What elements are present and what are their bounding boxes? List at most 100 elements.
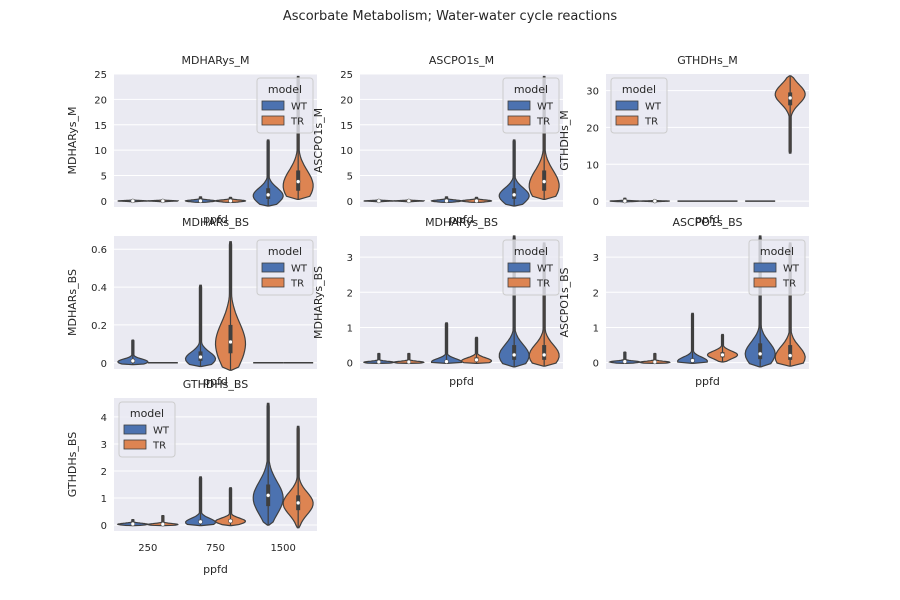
legend-label-TR: TR — [290, 279, 304, 290]
legend-title: model — [268, 83, 302, 96]
median-marker — [787, 95, 793, 101]
median-marker — [720, 352, 725, 358]
median-marker — [652, 198, 658, 204]
y-tick-label: 1 — [347, 323, 353, 334]
median-marker — [444, 359, 449, 364]
x-tick-label: 250 — [138, 543, 157, 554]
y-tick-label: 1 — [593, 323, 599, 334]
median-marker — [376, 198, 382, 204]
y-tick-label: 3 — [593, 253, 599, 264]
y-axis-label: MDHARys_M — [66, 106, 79, 174]
legend-title: model — [130, 407, 164, 420]
median-marker — [228, 339, 233, 345]
subplot-title: MDHARys_BS — [425, 216, 498, 229]
y-tick-label: 25 — [94, 70, 107, 81]
y-axis-label: MDHARys_BS — [312, 266, 325, 339]
y-tick-label: 1 — [101, 494, 107, 505]
median-marker — [787, 353, 793, 358]
x-axis-label: ppfd — [203, 213, 228, 226]
subplot-4: 00.20.40.6ppfdMDHARs_BSMDHARs_BSmodelWTT… — [66, 216, 317, 388]
legend-swatch-TR — [507, 115, 531, 126]
median-marker — [511, 192, 517, 198]
median-marker — [406, 198, 412, 204]
y-tick-label: 2 — [593, 288, 599, 299]
y-tick-label: 15 — [94, 121, 107, 132]
median-marker — [474, 357, 479, 363]
legend-swatch-WT — [123, 424, 147, 435]
median-marker — [265, 192, 271, 198]
median-marker — [130, 358, 136, 364]
y-tick-label: 3 — [347, 253, 353, 264]
y-axis-label: MDHARs_BS — [66, 269, 79, 336]
subplot-title: ASCPO1s_M — [429, 54, 494, 67]
x-axis-label: ppfd — [695, 375, 720, 388]
subplot-title: ASCPO1s_BS — [672, 216, 742, 229]
legend-swatch-TR — [615, 115, 639, 126]
y-tick-label: 2 — [101, 467, 107, 478]
y-tick-label: 2 — [347, 288, 353, 299]
y-tick-label: 0 — [101, 197, 107, 208]
median-marker — [198, 519, 203, 525]
y-tick-label: 0.2 — [91, 321, 107, 332]
y-tick-label: 3 — [101, 440, 107, 451]
y-tick-label: 0.4 — [91, 283, 107, 294]
median-marker — [228, 198, 233, 204]
legend-swatch-TR — [261, 277, 285, 288]
y-tick-label: 30 — [586, 87, 599, 98]
y-tick-label: 0 — [101, 359, 107, 370]
legend-swatch-TR — [753, 277, 777, 288]
legend-label-WT: WT — [291, 102, 308, 113]
legend: model WT TR — [256, 239, 314, 296]
y-tick-label: 0 — [593, 197, 599, 208]
y-tick-label: 10 — [340, 146, 353, 157]
y-axis-label: ASCPO1s_BS — [558, 267, 571, 337]
legend-label-TR: TR — [644, 117, 658, 128]
legend-swatch-WT — [261, 262, 285, 273]
median-marker — [622, 359, 628, 364]
legend-title: model — [760, 245, 794, 258]
y-tick-label: 0 — [593, 359, 599, 370]
legend-swatch-WT — [753, 262, 777, 273]
median-marker — [295, 179, 301, 184]
legend-swatch-WT — [261, 100, 285, 111]
median-marker — [376, 359, 382, 365]
legend-swatch-TR — [507, 277, 531, 288]
median-marker — [160, 521, 166, 527]
median-marker — [160, 198, 166, 204]
x-tick-label: 1500 — [270, 543, 295, 554]
y-tick-label: 15 — [340, 121, 353, 132]
x-axis-label: ppfd — [449, 375, 474, 388]
legend-title: model — [514, 83, 548, 96]
legend-label-WT: WT — [783, 264, 800, 275]
median-marker — [690, 358, 695, 363]
y-tick-label: 5 — [101, 172, 107, 183]
y-axis-label: GTHDHs_M — [558, 110, 571, 171]
x-axis-label: ppfd — [695, 213, 720, 226]
legend-label-TR: TR — [152, 441, 166, 452]
x-axis-label: ppfd — [203, 563, 228, 576]
median-marker — [541, 179, 547, 184]
median-marker — [541, 352, 547, 358]
legend-label-TR: TR — [290, 117, 304, 128]
median-marker — [652, 359, 658, 365]
median-marker — [130, 521, 136, 527]
median-marker — [265, 493, 271, 498]
y-axis-label: GTHDHs_BS — [66, 432, 79, 497]
y-tick-label: 0.6 — [91, 245, 107, 256]
subplot-title: GTHDHs_BS — [183, 378, 248, 391]
median-marker — [228, 518, 233, 524]
y-tick-label: 20 — [586, 123, 599, 134]
legend-label-WT: WT — [153, 426, 170, 437]
legend-label-WT: WT — [537, 264, 554, 275]
y-tick-label: 0 — [347, 359, 353, 370]
y-tick-label: 0 — [347, 197, 353, 208]
y-axis-label: ASCPO1s_M — [312, 108, 325, 173]
legend-swatch-WT — [507, 262, 531, 273]
y-tick-label: 25 — [340, 70, 353, 81]
x-axis-label: ppfd — [203, 375, 228, 388]
median-marker — [406, 359, 412, 365]
